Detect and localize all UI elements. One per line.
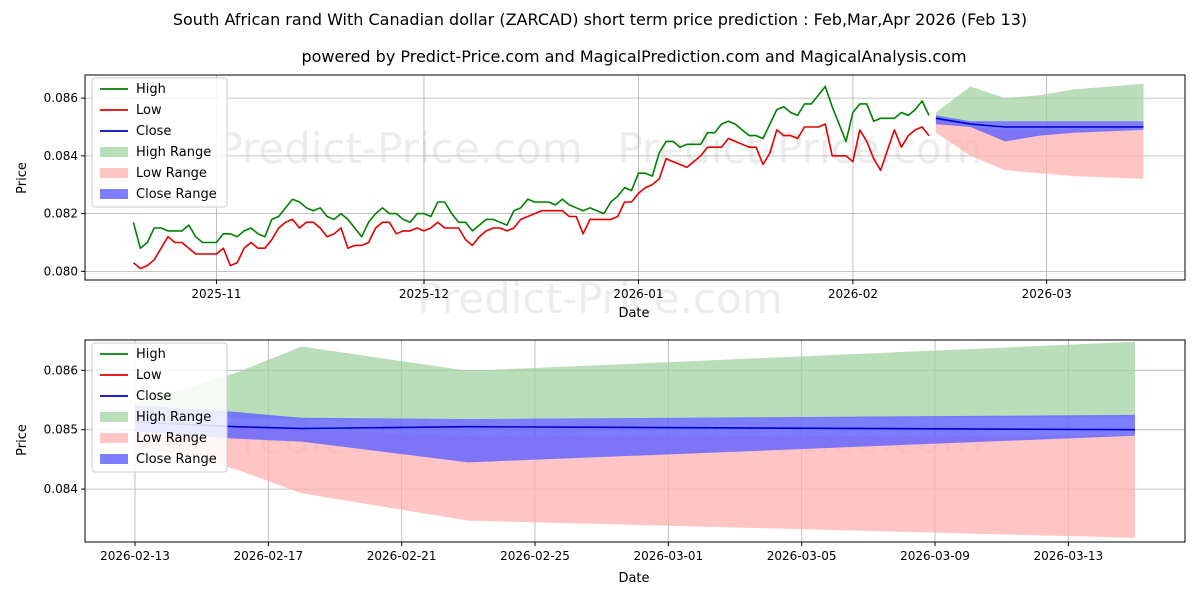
x-tick-label: 2026-03-13 [1033,549,1103,563]
plot-frame [84,339,1186,543]
close-range-band [135,405,1135,463]
x-axis-label: Date [618,306,649,321]
legend-label: High Range [136,410,211,425]
y-tick-label: 0.080 [44,264,78,278]
watermark: Predict-Price.com [217,124,582,173]
high-range-swatch [100,147,128,157]
legend-label: Close Range [136,187,217,202]
x-axis-label: Date [618,571,649,586]
x-tick-label: 2026-03-05 [767,549,837,563]
legend-label: High Range [136,145,211,160]
close-range-swatch [100,454,128,464]
legend-label: High [136,82,166,97]
x-tick-label: 2026-02-25 [500,549,570,563]
legend-label: High [136,347,166,362]
y-tick-label: 0.086 [44,91,78,105]
high-range-swatch [100,412,128,422]
low-range-swatch [100,168,128,178]
x-tick-label: 2026-02-17 [233,549,303,563]
low-range-band [935,121,1144,179]
x-tick-label: 2026-03-01 [633,549,703,563]
y-axis-label: Price [15,424,30,456]
close-line [935,117,1144,128]
y-tick-label: 0.086 [44,363,78,377]
close-range-band [935,115,1144,142]
x-tick-label: 2026-02-21 [367,549,437,563]
x-tick-label: 2026-02 [828,287,878,301]
y-tick-label: 0.082 [44,207,78,221]
legend-label: Close [136,124,171,139]
legend-label: Close Range [136,452,217,467]
chart-subtitle: powered by Predict-Price.com and Magical… [301,47,966,66]
x-tick-label: 2026-02-13 [100,549,170,563]
legend-label: Close [136,389,171,404]
close-range-swatch [100,189,128,199]
y-tick-label: 0.085 [44,423,78,437]
y-tick-label: 0.084 [44,482,78,496]
x-tick-label: 2026-03-09 [900,549,970,563]
x-tick-label: 2026-03 [1022,287,1072,301]
legend-label: Low [136,368,162,383]
chart-title: South African rand With Canadian dollar … [173,10,1027,29]
plot-frame [84,74,1186,281]
low-range-band [135,423,1135,538]
legend: High Low Close High Range Low Range Close Ran… [91,342,228,473]
legend-label: Low Range [136,166,207,181]
x-tick-label: 2025-12 [399,287,449,301]
high-line [132,85,930,249]
low-range-swatch [100,433,128,443]
legend-label: Low [136,103,162,118]
high-range-band [935,83,1144,125]
x-tick-label: 2026-01 [613,287,663,301]
watermark: Predict-Price.com [417,274,782,323]
low-line [132,123,930,270]
y-tick-label: 0.084 [44,149,78,163]
history-panel: Predict-Price.com Predict-Price.com Pred… [15,74,1186,323]
watermark: Predict-Price.com [617,124,982,173]
forecast-panel: Predict-Price.com Predict-Price.com 0.08… [15,339,1186,586]
legend: High Low Close High Range Low Range Close Ran… [91,77,228,208]
legend-label: Low Range [136,431,207,446]
x-tick-label: 2025-11 [191,287,241,301]
high-range-band [135,341,1135,420]
y-axis-label: Price [15,162,30,194]
